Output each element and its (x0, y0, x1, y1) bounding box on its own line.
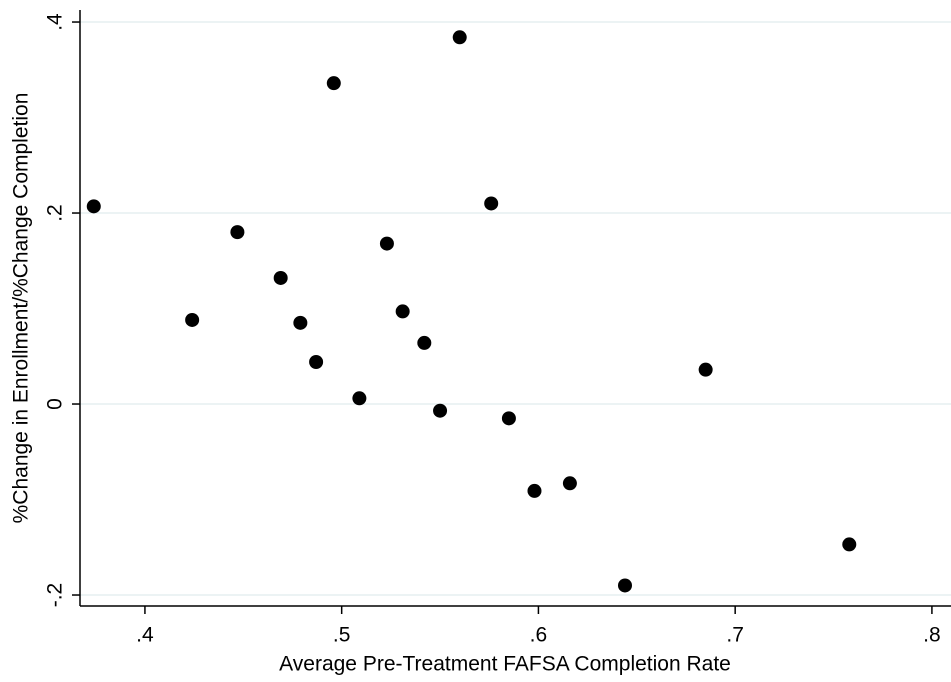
x-tick-label: .8 (923, 624, 941, 647)
y-tick-label: .4 (44, 13, 67, 31)
point (484, 196, 499, 211)
point (698, 362, 713, 377)
point (527, 483, 542, 498)
y-tick-label: .2 (44, 204, 67, 222)
point (617, 578, 632, 593)
point (86, 199, 101, 214)
y-tick-label: -.2 (44, 583, 67, 608)
point (395, 304, 410, 319)
point (230, 225, 245, 240)
point (293, 315, 308, 330)
point (352, 391, 367, 406)
x-tick-label: .6 (530, 624, 548, 647)
x-tick-label: .7 (726, 624, 744, 647)
x-tick-label: .5 (333, 624, 351, 647)
point (185, 312, 200, 327)
y-axis-label: %Change in Enrollment/%Change Completion (10, 93, 33, 524)
point (379, 236, 394, 251)
point (309, 355, 324, 370)
point (452, 30, 467, 45)
point (326, 76, 341, 91)
point (842, 537, 857, 552)
point (273, 270, 288, 285)
point (433, 403, 448, 418)
point (501, 411, 516, 426)
point (417, 335, 432, 350)
x-axis-label: Average Pre-Treatment FAFSA Completion R… (279, 653, 731, 676)
y-tick-label: 0 (44, 398, 67, 410)
point (562, 476, 577, 491)
x-tick-label: .4 (136, 624, 154, 647)
